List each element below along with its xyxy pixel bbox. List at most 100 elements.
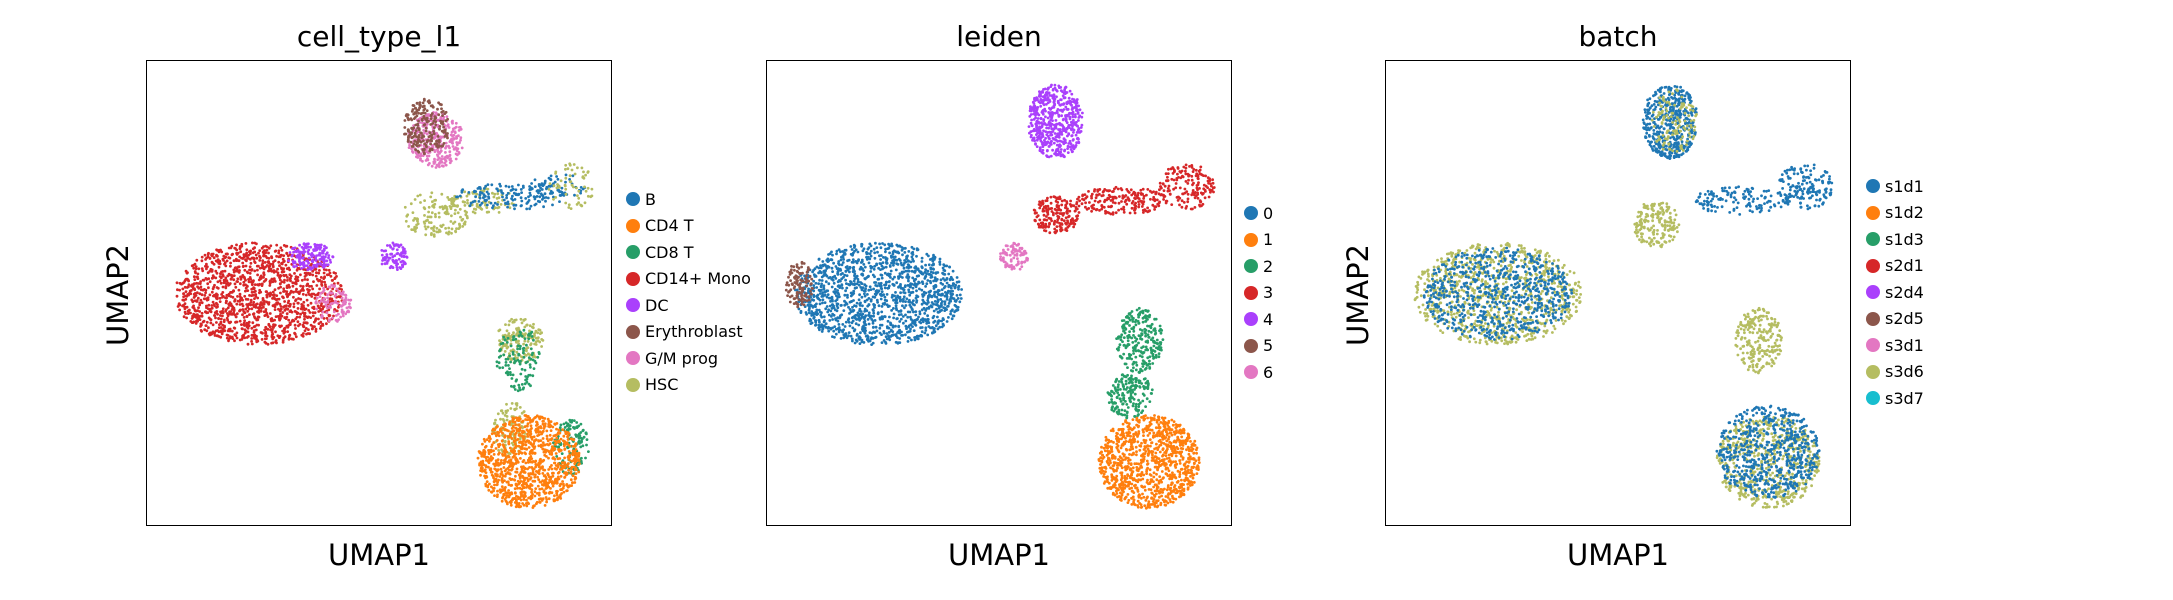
scatter-point bbox=[303, 278, 307, 281]
scatter-point bbox=[436, 135, 440, 138]
scatter-point bbox=[317, 271, 321, 275]
scatter-point bbox=[415, 108, 419, 112]
point-group-0 bbox=[794, 241, 963, 346]
scatter-point bbox=[292, 265, 295, 268]
scatter-point bbox=[511, 352, 515, 356]
scatter-point bbox=[273, 278, 276, 282]
scatter-point bbox=[498, 428, 502, 432]
scatter-point bbox=[536, 475, 539, 479]
scatter-point bbox=[214, 329, 218, 333]
scatter-point bbox=[466, 201, 469, 205]
scatter-point bbox=[519, 457, 522, 460]
scatter-point bbox=[560, 452, 564, 455]
scatter-point bbox=[490, 490, 494, 494]
scatter-point bbox=[826, 310, 830, 314]
scatter-point bbox=[538, 487, 542, 491]
scatter-point bbox=[344, 296, 348, 300]
scatter-point bbox=[471, 200, 475, 204]
scatter-point bbox=[333, 284, 336, 288]
scatter-point bbox=[493, 201, 497, 205]
scatter-point bbox=[506, 205, 509, 209]
scatter-point bbox=[530, 437, 534, 441]
scatter-point bbox=[308, 293, 312, 297]
scatter-point bbox=[216, 249, 219, 252]
scatter-point bbox=[520, 199, 524, 203]
scatter-point bbox=[910, 255, 914, 259]
scatter-point bbox=[534, 336, 538, 340]
scatter-point bbox=[211, 300, 215, 304]
scatter-point bbox=[320, 284, 324, 287]
scatter-point bbox=[211, 274, 215, 278]
scatter-point bbox=[517, 353, 521, 357]
scatter-point bbox=[924, 285, 927, 288]
scatter-point bbox=[224, 286, 228, 290]
scatter-point bbox=[419, 112, 423, 115]
legend-marker-icon bbox=[626, 298, 640, 312]
scatter-point bbox=[321, 324, 325, 327]
scatter-point bbox=[532, 322, 535, 326]
scatter-point bbox=[334, 293, 338, 296]
scatter-point bbox=[510, 402, 514, 405]
scatter-point bbox=[448, 154, 451, 158]
scatter-point bbox=[555, 427, 558, 431]
scatter-point bbox=[383, 256, 387, 260]
scatter-point bbox=[252, 325, 256, 329]
scatter-point bbox=[545, 443, 549, 446]
scatter-point bbox=[540, 345, 543, 348]
scatter-point bbox=[195, 291, 199, 295]
scatter-point bbox=[412, 117, 416, 120]
scatter-point bbox=[234, 320, 237, 324]
scatter-point bbox=[341, 300, 345, 304]
scatter-point bbox=[960, 288, 963, 291]
scatter-point bbox=[549, 475, 553, 479]
scatter-point bbox=[207, 277, 211, 281]
scatter-point bbox=[310, 284, 313, 288]
scatter-point bbox=[247, 253, 251, 257]
scatter-point bbox=[197, 286, 201, 290]
scatter-point bbox=[238, 338, 242, 342]
scatter-point bbox=[399, 260, 403, 264]
scatter-point bbox=[463, 190, 467, 194]
scatter-point bbox=[484, 482, 488, 486]
scatter-point bbox=[504, 184, 508, 188]
scatter-point bbox=[279, 285, 282, 289]
scatter-point bbox=[459, 215, 462, 219]
scatter-point bbox=[507, 422, 511, 426]
scatter-point bbox=[242, 323, 246, 326]
scatter-point bbox=[799, 309, 803, 313]
scatter-point bbox=[539, 192, 543, 196]
scatter-point bbox=[209, 321, 213, 325]
scatter-point bbox=[480, 201, 484, 205]
scatter-point bbox=[817, 271, 820, 275]
scatter-point bbox=[195, 281, 198, 285]
scatter-point bbox=[472, 190, 476, 194]
scatter-point bbox=[185, 316, 188, 320]
scatter-point bbox=[291, 281, 295, 285]
scatter-point bbox=[306, 268, 310, 272]
scatter-point bbox=[497, 329, 501, 333]
scatter-point bbox=[286, 293, 290, 296]
scatter-point bbox=[298, 322, 302, 326]
scatter-point bbox=[337, 312, 340, 316]
scatter-point bbox=[551, 457, 555, 460]
scatter-point bbox=[572, 163, 576, 166]
scatter-point bbox=[416, 222, 420, 226]
scatter-point bbox=[842, 258, 845, 261]
scatter-point bbox=[205, 311, 209, 315]
scatter-point bbox=[201, 288, 205, 292]
scatter-point bbox=[423, 199, 426, 203]
scatter-point bbox=[249, 301, 253, 304]
point-group-g-m-prog bbox=[314, 283, 353, 323]
scatter-point bbox=[940, 288, 944, 291]
scatter-point bbox=[564, 432, 568, 435]
scatter-point bbox=[567, 462, 570, 465]
scatter-point bbox=[207, 251, 210, 255]
scatter-point bbox=[257, 251, 260, 255]
scatter-point bbox=[490, 473, 494, 477]
scatter-point bbox=[537, 465, 541, 469]
scatter-point bbox=[388, 244, 392, 247]
scatter-point bbox=[446, 117, 449, 121]
scatter-point bbox=[493, 494, 496, 497]
scatter-point bbox=[399, 253, 402, 257]
scatter-point bbox=[533, 439, 536, 443]
